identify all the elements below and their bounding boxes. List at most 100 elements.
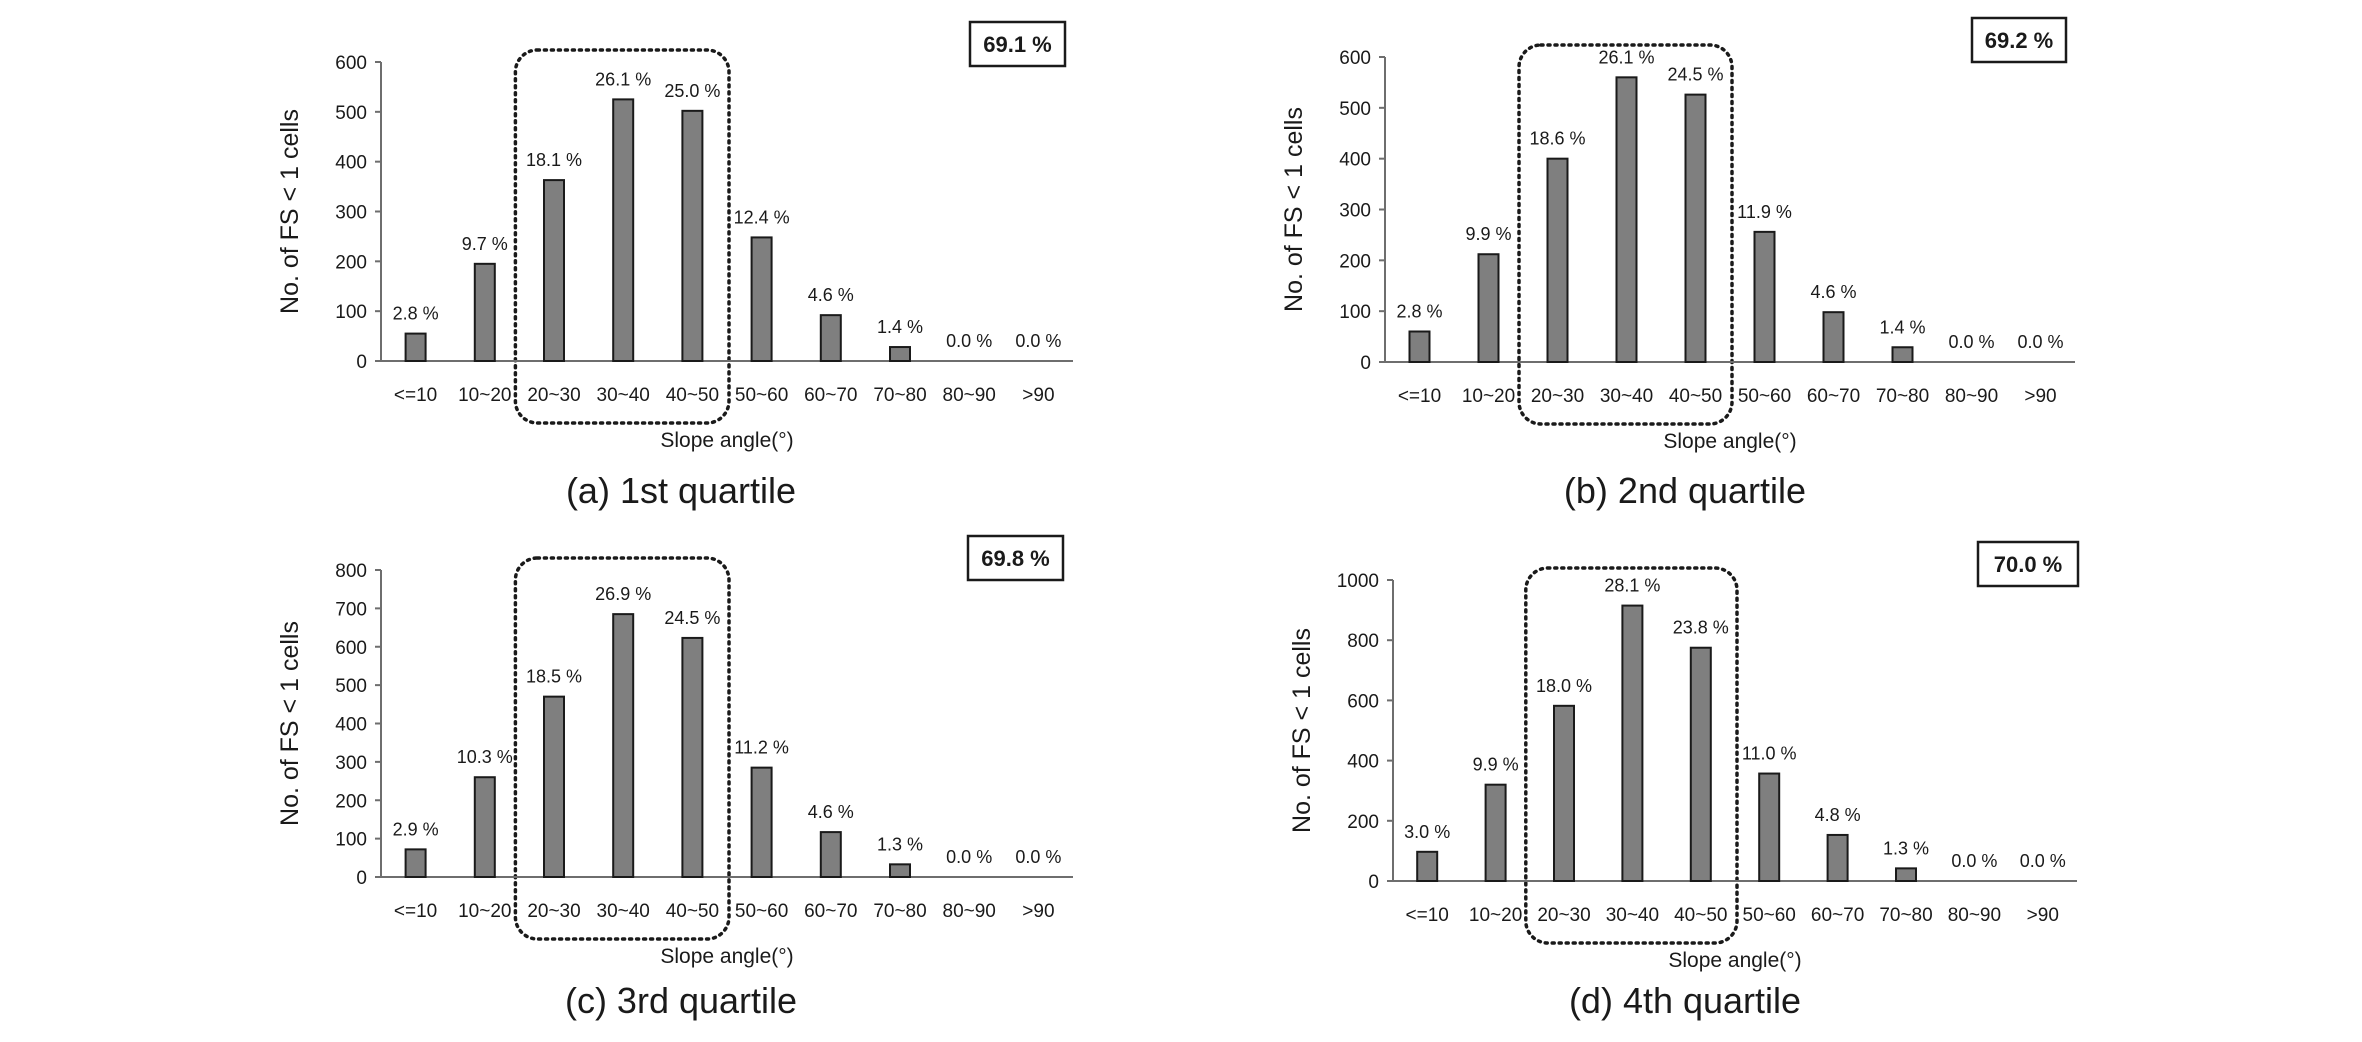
bar (1484, 783, 1507, 882)
y-axis-title: No. of FS < 1 cells (1280, 107, 1308, 312)
data-label: 11.2 % (734, 738, 789, 758)
bar (404, 332, 427, 363)
y-axis-title: No. of FS < 1 cells (276, 109, 304, 314)
y-axis-title: No. of FS < 1 cells (1288, 628, 1316, 833)
y-tick-label: 300 (1339, 201, 1371, 222)
x-tick-label: 30~40 (597, 901, 650, 922)
y-tick-label: 0 (356, 352, 367, 373)
y-tick-label: 100 (1339, 302, 1371, 323)
data-label: 18.1 % (526, 150, 582, 170)
x-tick-label: 50~60 (735, 385, 788, 406)
bar (1684, 93, 1707, 363)
y-tick-label: 200 (335, 252, 367, 273)
data-label: 1.3 % (877, 834, 923, 854)
y-tick-label: 600 (335, 53, 367, 74)
y-tick-label: 600 (1339, 48, 1371, 69)
chart-panel-1: 0 100 200 300 400 500 600 <=10 2.8 % 10~20 9.7 % 20… (276, 20, 1073, 511)
y-tick-label: 300 (335, 753, 367, 774)
y-axis-title: No. of FS < 1 cells (276, 621, 304, 826)
x-tick-label: 80~90 (1945, 386, 1998, 407)
y-tick-label: 400 (1347, 752, 1379, 773)
data-label: 0.0 % (1015, 847, 1061, 867)
bar (1553, 704, 1575, 882)
bar (1891, 346, 1914, 363)
data-label: 3.0 % (1404, 822, 1450, 842)
data-label: 0.0 % (946, 847, 992, 867)
x-tick-label: 10~20 (1469, 905, 1522, 926)
bar (750, 236, 773, 362)
x-tick-label: 30~40 (597, 385, 650, 406)
data-label: 4.6 % (808, 285, 854, 305)
data-label: 0.0 % (1951, 851, 1997, 871)
data-label: 4.8 % (1815, 805, 1861, 825)
x-tick-label: 30~40 (1600, 386, 1653, 407)
x-tick-label: 50~60 (1738, 386, 1791, 407)
y-tick-label: 0 (1368, 872, 1379, 893)
bar (1753, 230, 1776, 363)
bar (750, 766, 773, 878)
total-percent-label: 69.2 % (1985, 28, 2054, 53)
x-tick-label: <=10 (1398, 386, 1441, 407)
y-tick-label: 600 (1347, 691, 1379, 712)
x-tick-label: 20~30 (527, 385, 580, 406)
bar (404, 848, 427, 878)
total-percent-box (968, 20, 1067, 68)
y-tick-label: 500 (335, 103, 367, 124)
bar (681, 636, 704, 879)
total-percent-label: 70.0 % (1994, 552, 2063, 577)
data-label: 24.5 % (664, 608, 720, 628)
x-axis-title: Slope angle(°) (660, 945, 793, 968)
data-label: 11.0 % (1742, 744, 1797, 764)
bar (819, 314, 842, 362)
panel-caption: (b) 2nd quartile (1564, 470, 1806, 511)
x-tick-label: 50~60 (735, 901, 788, 922)
x-tick-label: <=10 (394, 901, 437, 922)
x-tick-label: 70~80 (1879, 905, 1932, 926)
y-tick-label: 800 (335, 561, 367, 582)
data-label: 9.9 % (1465, 224, 1511, 244)
total-percent-box (1976, 540, 2080, 588)
data-label: 28.1 % (1604, 576, 1660, 596)
data-label: 4.6 % (1810, 282, 1856, 302)
bar (543, 179, 565, 362)
highlight-box (1517, 43, 1734, 426)
x-tick-label: 60~70 (804, 901, 857, 922)
x-tick-label: 40~50 (666, 385, 719, 406)
data-label: 18.6 % (1529, 129, 1585, 149)
data-label: 2.8 % (393, 304, 439, 324)
x-tick-label: 60~70 (1811, 905, 1864, 926)
y-tick-label: 200 (335, 791, 367, 812)
data-label: 1.4 % (1879, 317, 1925, 337)
x-tick-label: 60~70 (804, 385, 857, 406)
x-tick-label: 60~70 (1807, 386, 1860, 407)
data-label: 23.8 % (1673, 618, 1729, 638)
data-label: 24.5 % (1667, 65, 1723, 85)
data-label: 25.0 % (664, 81, 720, 101)
data-label: 0.0 % (1948, 332, 1994, 352)
y-tick-label: 0 (1360, 353, 1371, 374)
bar (1408, 330, 1431, 363)
y-tick-label: 100 (335, 302, 367, 323)
x-axis-title: Slope angle(°) (1663, 430, 1796, 453)
bar (612, 98, 635, 362)
data-label: 11.9 % (1737, 202, 1792, 222)
bar (1621, 604, 1644, 883)
x-tick-label: 40~50 (666, 901, 719, 922)
y-tick-label: 300 (335, 203, 367, 224)
bar (889, 863, 911, 878)
x-tick-label: 40~50 (1674, 905, 1727, 926)
data-label: 1.4 % (877, 317, 923, 337)
data-label: 2.9 % (393, 819, 439, 839)
chart-panel-2: 0 100 200 300 400 500 600 <=10 2.8 % 10~20 9.9 % 20… (1280, 16, 2075, 511)
y-tick-label: 500 (335, 676, 367, 697)
y-tick-label: 400 (1339, 150, 1371, 171)
y-tick-label: 400 (335, 153, 367, 174)
highlight-box (513, 556, 731, 941)
bar (1689, 646, 1712, 882)
data-label: 10.3 % (457, 747, 513, 767)
x-tick-label: 50~60 (1743, 905, 1796, 926)
highlight-box (513, 48, 731, 425)
x-tick-label: <=10 (394, 385, 437, 406)
bar (1615, 76, 1638, 363)
data-label: 18.5 % (526, 667, 582, 687)
